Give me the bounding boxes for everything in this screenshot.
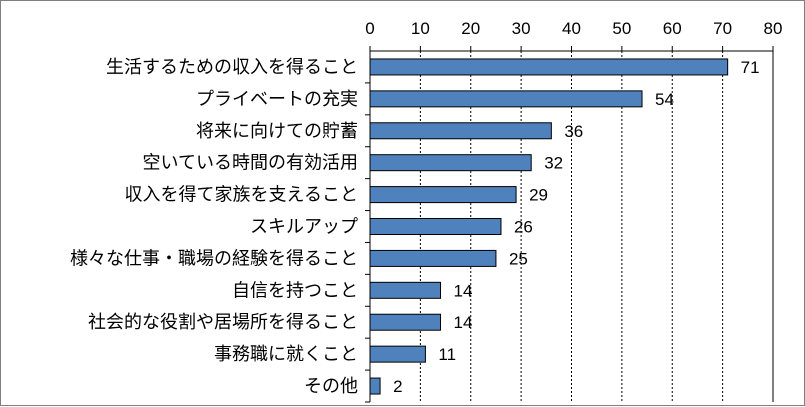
category-label-9: 事務職に就くこと	[214, 344, 358, 365]
category-label-6: 様々な仕事・職場の経験を得ること	[70, 248, 358, 269]
x-tick-label-20: 20	[461, 19, 480, 38]
bar-0	[369, 58, 729, 76]
value-label-5: 26	[514, 218, 533, 237]
value-label-1: 54	[655, 90, 674, 109]
x-tick-label-80: 80	[764, 19, 783, 38]
x-tick-label-10: 10	[411, 19, 430, 38]
value-label-6: 25	[509, 249, 528, 268]
value-label-9: 11	[438, 345, 456, 364]
bar-8	[369, 313, 442, 331]
category-label-5: スキルアップ	[250, 217, 358, 238]
bar-9	[369, 345, 426, 363]
bar-1	[369, 90, 643, 108]
value-label-3: 32	[544, 154, 563, 173]
x-tick-label-30: 30	[512, 19, 531, 38]
category-label-3: 空いている時間の有効活用	[143, 153, 358, 174]
category-label-4: 収入を得て家族を支えること	[125, 185, 358, 206]
value-label-8: 14	[454, 313, 473, 332]
value-label-10: 2	[393, 377, 402, 396]
bar-5	[369, 218, 502, 235]
x-tick-label-70: 70	[713, 19, 732, 38]
bar-6	[369, 249, 497, 267]
value-label-4: 29	[529, 186, 548, 205]
x-tick-label-0: 0	[365, 19, 374, 38]
bar-3	[369, 154, 532, 172]
x-tick-label-40: 40	[562, 19, 581, 38]
value-label-2: 36	[564, 122, 583, 141]
category-label-0: 生活するための収入を得ること	[106, 57, 358, 78]
category-label-8: 社会的な役割や居場所を得ること	[88, 312, 358, 333]
x-tick-label-60: 60	[663, 19, 682, 38]
bar-7	[369, 281, 442, 299]
value-label-7: 14	[454, 281, 473, 300]
category-label-10: その他	[304, 376, 358, 397]
bar-10	[369, 377, 381, 395]
category-label-7: 自信を持つこと	[232, 280, 358, 301]
value-label-0: 71	[741, 58, 760, 77]
category-label-2: 将来に向けての貯蓄	[196, 121, 358, 142]
bar-2	[369, 122, 552, 140]
category-label-1: プライベートの充実	[196, 89, 358, 110]
x-tick-label-50: 50	[612, 19, 631, 38]
bar-4	[369, 186, 517, 204]
